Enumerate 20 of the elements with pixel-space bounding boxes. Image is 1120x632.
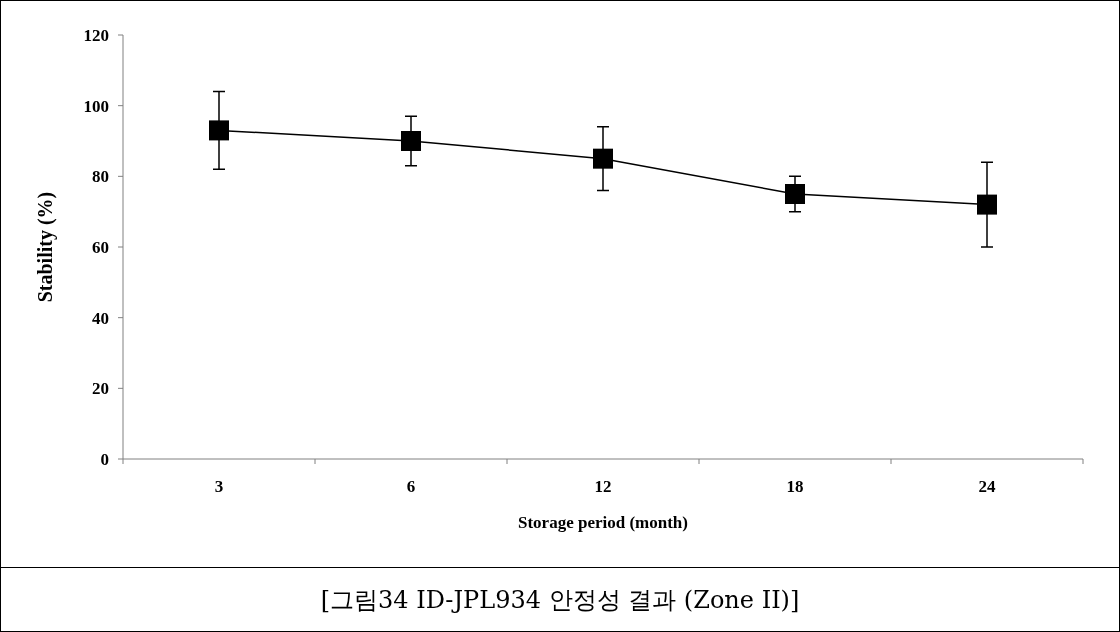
x-tick-label: 18 <box>786 477 804 496</box>
point <box>785 184 805 204</box>
y-tick-label: 120 <box>83 26 109 45</box>
point <box>209 120 229 141</box>
x-tick-label: 6 <box>406 477 416 496</box>
x-axis-title: Storage period (month) <box>518 513 688 532</box>
point <box>593 148 613 169</box>
y-tick-label: 100 <box>83 96 109 116</box>
y-tick-label: 80 <box>92 167 109 187</box>
y-tick-label: 20 <box>92 379 109 399</box>
y-tick-label: 0 <box>100 450 109 469</box>
y-axis-title: Stability (%) <box>34 191 57 303</box>
x-tick-label: 3 <box>214 477 224 496</box>
point <box>401 131 421 151</box>
x-tick-label: 24 <box>978 477 996 496</box>
x-tick-label: 12 <box>594 477 612 496</box>
y-tick-label: 40 <box>92 308 109 328</box>
text: [그림34 ID-JPL934 안정성 결과 (Zone II)] <box>320 586 800 614</box>
y-tick-label: 60 <box>92 238 109 257</box>
point <box>977 194 997 215</box>
